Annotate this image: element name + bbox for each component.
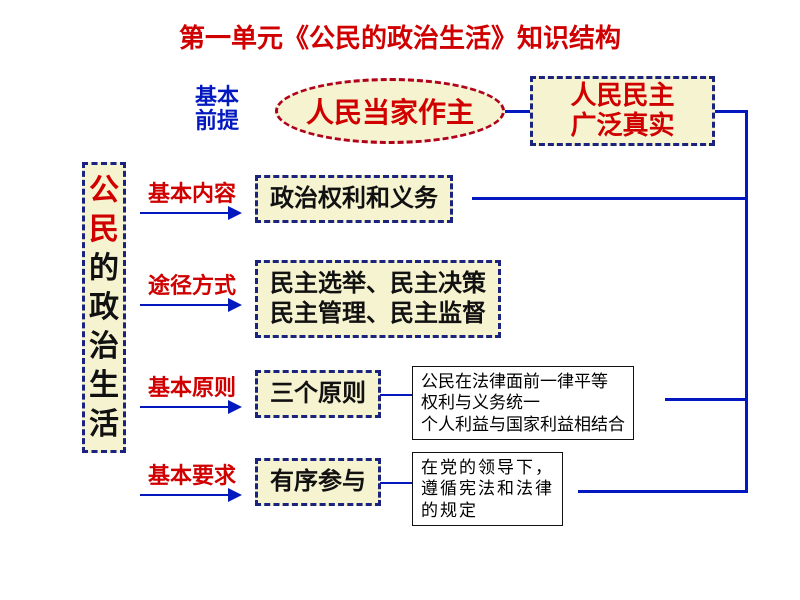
box-require: 有序参与	[255, 458, 381, 506]
connector-line	[665, 398, 748, 401]
main-topic-vertical: 公 民 的 政 治 生 活	[82, 162, 126, 453]
vt-char: 公	[89, 174, 119, 207]
connector-line	[745, 110, 748, 490]
box-content: 政治权利和义务	[255, 175, 453, 223]
tr-l1: 人民民主	[570, 80, 674, 110]
sb-l1: 在党的领导下，	[421, 458, 554, 477]
box-principle: 三个原则	[255, 370, 381, 418]
arrow-icon	[140, 212, 240, 214]
connector-line	[472, 197, 748, 200]
ellipse-node: 人民当家作主	[275, 78, 505, 144]
connector-line	[578, 490, 748, 493]
sb-l3: 个人利益与国家利益相结合	[421, 415, 625, 434]
box-l1: 民主选举、民主决策	[270, 270, 486, 297]
premise-l2: 前提	[195, 108, 239, 133]
row-label-content: 基本内容	[148, 176, 236, 208]
vt-char: 的	[89, 252, 119, 285]
box-l2: 民主管理、民主监督	[270, 300, 486, 327]
tr-l2: 广泛真实	[570, 110, 674, 140]
connector-line	[380, 394, 412, 396]
connector-line	[380, 482, 412, 484]
box-method: 民主选举、民主决策 民主管理、民主监督	[255, 260, 501, 338]
top-right-box: 人民民主 广泛真实	[530, 76, 715, 146]
diagram-title: 第一单元《公民的政治生活》知识结构	[0, 18, 800, 55]
vt-char: 活	[89, 408, 119, 441]
premise-label: 基本 前提	[195, 85, 239, 133]
row-label-require: 基本要求	[148, 458, 236, 490]
sb-l3: 的规定	[421, 501, 478, 520]
arrow-icon	[140, 304, 240, 306]
sidebox-require: 在党的领导下， 遵循宪法和法律 的规定	[412, 452, 563, 526]
sb-l1: 公民在法律面前一律平等	[421, 372, 608, 391]
connector-line	[505, 110, 530, 113]
vt-char: 治	[89, 330, 119, 363]
arrow-icon	[140, 494, 240, 496]
vt-char: 生	[89, 369, 119, 402]
arrow-icon	[140, 406, 240, 408]
sidebox-principle: 公民在法律面前一律平等 权利与义务统一 个人利益与国家利益相结合	[412, 366, 634, 440]
connector-line	[715, 110, 745, 113]
row-label-principle: 基本原则	[148, 370, 236, 402]
premise-l1: 基本	[195, 84, 239, 109]
vt-char: 政	[89, 291, 119, 324]
vt-char: 民	[89, 213, 119, 246]
sb-l2: 权利与义务统一	[421, 393, 540, 412]
sb-l2: 遵循宪法和法律	[421, 479, 554, 498]
row-label-method: 途径方式	[148, 268, 236, 300]
